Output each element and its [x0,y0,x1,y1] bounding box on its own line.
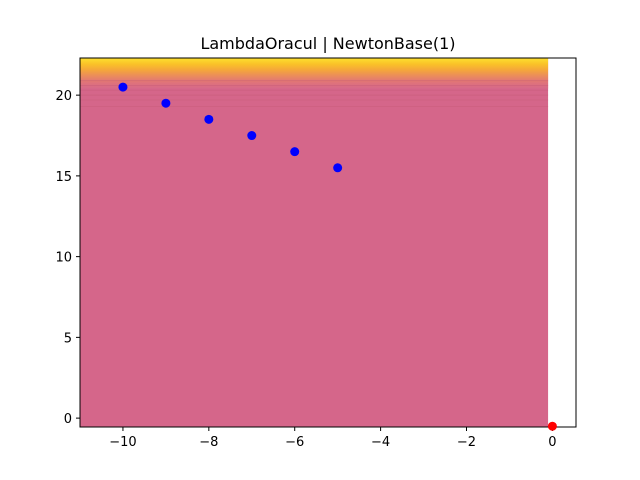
point-series-0 [118,82,128,92]
x-tick-label: −10 [109,435,136,450]
y-tick-label: 0 [64,412,72,427]
contour-warm-band [80,58,549,89]
y-tick-label: 10 [55,251,72,266]
x-tick-label: −2 [457,435,476,450]
x-tick-label: −8 [199,435,218,450]
axes-frame [79,57,577,428]
y-tick-label: 20 [55,89,72,104]
point-series-0 [290,147,300,157]
data-points [118,82,557,431]
x-tick-label: 0 [548,435,556,450]
y-tick-label: 15 [55,170,72,185]
ticks: −10 −8 −6 −4 −2 0 0 5 10 15 20 [55,89,556,450]
contour-base [80,58,549,427]
axes [79,57,577,428]
point-series-0 [161,98,171,108]
point-series-0 [247,131,257,141]
chart-title: LambdaOracul | NewtonBase(1) [200,34,455,53]
contour-background [80,58,549,427]
point-series-0 [333,163,343,173]
point-series-1 [547,421,557,431]
x-tick-label: −6 [285,435,304,450]
x-tick-label: −4 [371,435,390,450]
point-series-0 [204,114,214,124]
y-tick-label: 5 [64,331,72,346]
